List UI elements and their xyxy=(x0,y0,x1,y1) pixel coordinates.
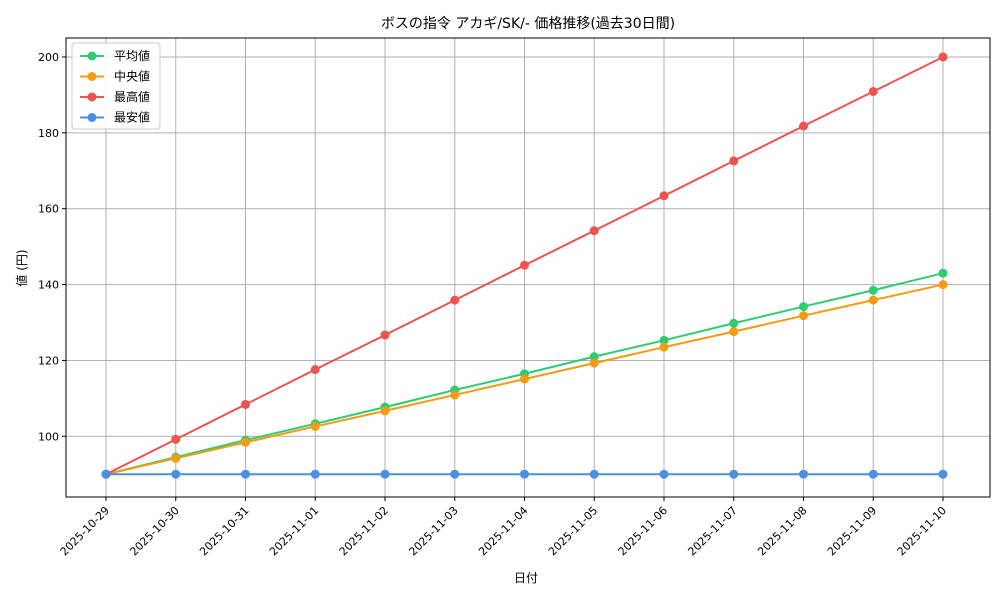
data-point xyxy=(659,335,669,345)
y-tick-label: 200 xyxy=(38,51,59,64)
data-point xyxy=(450,390,460,400)
data-point xyxy=(171,453,181,463)
y-tick-label: 180 xyxy=(38,127,59,140)
data-point xyxy=(589,226,599,236)
data-point xyxy=(659,191,669,201)
data-point xyxy=(938,52,948,62)
data-point xyxy=(380,469,390,479)
data-point xyxy=(520,374,529,384)
data-point xyxy=(241,469,250,479)
legend-label: 中央値 xyxy=(114,69,150,84)
data-point xyxy=(868,469,878,479)
legend-label: 平均値 xyxy=(114,48,150,63)
legend-marker xyxy=(87,92,97,102)
y-tick-label: 100 xyxy=(38,430,59,443)
data-point xyxy=(659,342,669,352)
data-point xyxy=(171,434,181,444)
x-axis-ticks: 2025-10-29 2025-10-30 2025-10-31 2025-11-01… xyxy=(58,497,949,558)
series-3 xyxy=(101,469,948,479)
y-axis-ticks: 100 120 140 160 180 200 xyxy=(38,51,66,443)
x-tick-label: 2025-10-31 xyxy=(197,504,251,558)
x-tick-label: 2025-10-30 xyxy=(127,504,181,558)
x-tick-label: 2025-11-04 xyxy=(476,504,530,558)
data-point xyxy=(799,302,808,312)
data-point xyxy=(938,268,948,278)
x-tick-label: 2025-11-06 xyxy=(616,504,670,558)
data-point xyxy=(589,352,599,362)
series-1 xyxy=(101,280,948,479)
x-tick-label: 2025-11-02 xyxy=(337,504,391,558)
data-point xyxy=(380,406,390,416)
data-point xyxy=(729,318,739,328)
x-tick-label: 2025-11-08 xyxy=(755,504,809,558)
legend-item: 最安値 xyxy=(80,110,150,125)
legend-label: 最高値 xyxy=(114,89,150,104)
x-tick-label: 2025-11-07 xyxy=(685,504,739,558)
series-2 xyxy=(101,52,948,479)
legend-label: 最安値 xyxy=(114,110,150,125)
data-point xyxy=(938,280,948,290)
x-axis-label: 日付 xyxy=(514,571,538,585)
data-point xyxy=(589,358,599,368)
data-point xyxy=(310,469,320,479)
legend-marker xyxy=(87,51,97,61)
data-point xyxy=(520,469,529,479)
data-point xyxy=(101,469,111,479)
data-point xyxy=(868,295,878,305)
y-tick-label: 140 xyxy=(38,279,59,292)
x-tick-label: 2025-11-09 xyxy=(825,504,879,558)
data-point xyxy=(241,437,250,447)
data-point xyxy=(799,121,808,131)
x-tick-label: 2025-10-29 xyxy=(58,504,112,558)
data-point xyxy=(868,285,878,295)
data-point xyxy=(450,469,460,479)
data-point xyxy=(589,469,599,479)
data-point xyxy=(799,469,808,479)
legend-item: 中央値 xyxy=(80,69,150,84)
data-point xyxy=(310,365,320,375)
x-tick-label: 2025-11-05 xyxy=(546,504,600,558)
y-tick-label: 160 xyxy=(38,203,59,216)
data-point xyxy=(799,311,808,321)
data-point xyxy=(938,469,948,479)
data-point xyxy=(450,295,460,305)
data-point xyxy=(380,330,390,340)
data-point xyxy=(729,156,739,166)
series-layer xyxy=(101,52,948,479)
x-tick-label: 2025-11-03 xyxy=(406,504,460,558)
data-point xyxy=(729,469,739,479)
chart-title: ボスの指令 アカギ/SK/- 価格推移(過去30日間) xyxy=(381,16,675,32)
y-axis-label: 値 (円) xyxy=(14,249,29,286)
y-tick-label: 120 xyxy=(38,354,59,367)
data-point xyxy=(520,260,529,270)
x-tick-label: 2025-11-01 xyxy=(267,504,321,558)
legend-box xyxy=(71,42,161,130)
legend-marker xyxy=(87,72,97,81)
data-point xyxy=(241,399,250,409)
x-tick-label: 2025-11-10 xyxy=(895,504,949,558)
plot-area-frame xyxy=(65,37,991,498)
legend-marker xyxy=(87,113,97,122)
data-point xyxy=(310,421,320,431)
legend-item: 平均値 xyxy=(80,48,150,63)
legend-item: 最高値 xyxy=(80,89,150,104)
data-point xyxy=(729,327,739,337)
data-point xyxy=(659,469,669,479)
data-point xyxy=(868,86,878,96)
data-point xyxy=(171,469,181,479)
